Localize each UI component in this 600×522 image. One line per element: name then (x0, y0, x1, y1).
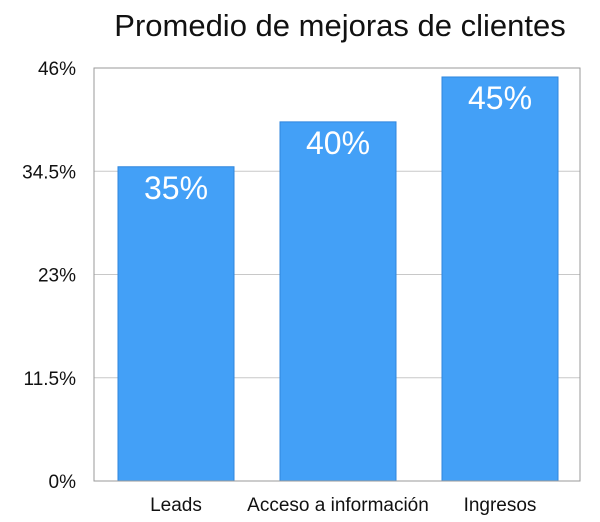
labels: 0% 11.5% 23% 34.5% 46% 35% Leads 40% Acceso a in… (22, 59, 536, 516)
x-tick-label: Ingresos (464, 495, 537, 516)
bars (117, 76, 559, 482)
axes (93, 67, 581, 482)
bar-acceso-a-informaci-n (279, 121, 397, 482)
data-label: 35% (144, 170, 208, 206)
bar-leads (117, 166, 235, 482)
y-tick-label: 34.5% (22, 162, 76, 183)
y-tick-label: 23% (38, 266, 76, 287)
y-tick-label: 46% (38, 59, 76, 80)
chart-title: Promedio de mejoras de clientes (114, 8, 566, 43)
plot-frame (93, 67, 581, 482)
x-tick-label: Acceso a información (247, 495, 429, 516)
y-tick-label: 0% (49, 472, 77, 493)
data-label: 40% (306, 125, 370, 161)
x-tick-label: Leads (150, 495, 202, 516)
bar-ingresos (441, 76, 559, 482)
data-label: 45% (468, 80, 532, 116)
y-tick-label: 11.5% (24, 369, 77, 390)
